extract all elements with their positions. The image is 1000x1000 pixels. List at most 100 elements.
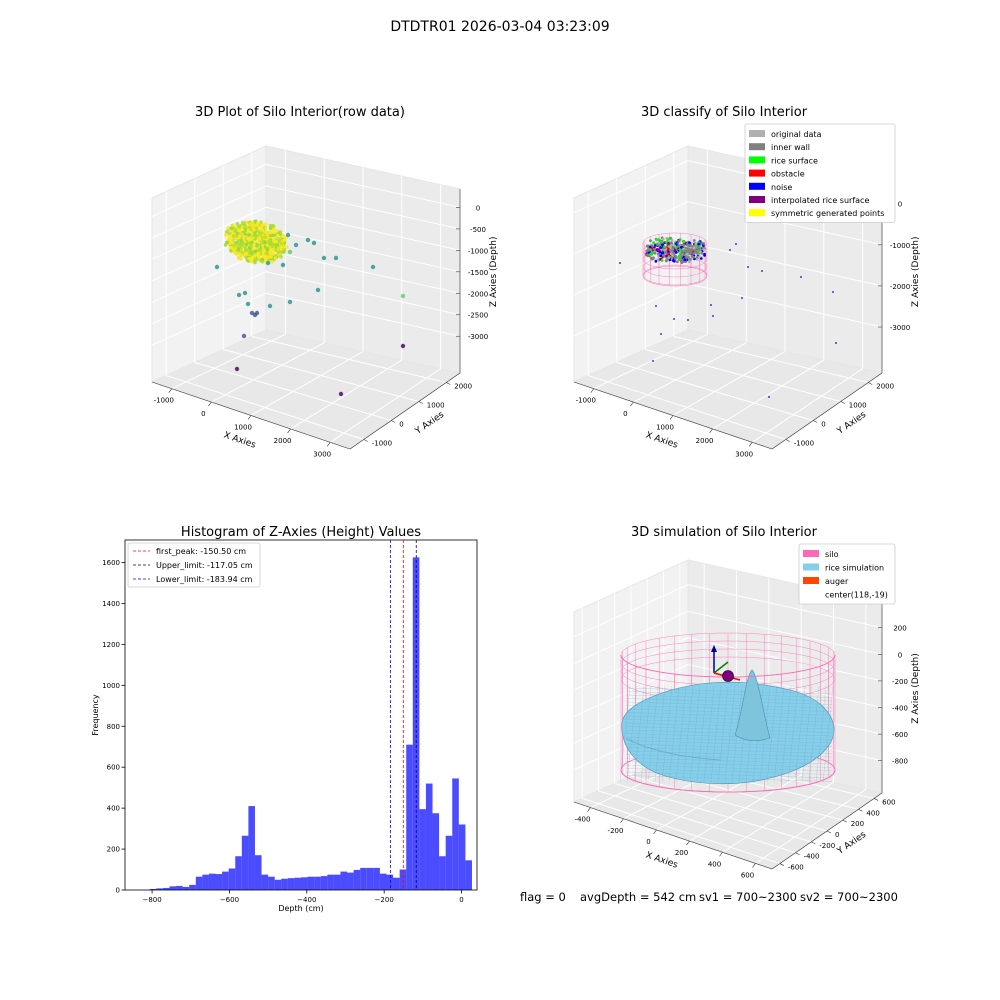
legend-label: original data (771, 130, 822, 139)
x-tick (630, 401, 634, 407)
classify-3d-panel: 3D classify of Silo Interior -1000 0 1000 20… (572, 105, 921, 458)
data-point (250, 223, 254, 228)
noise-point (660, 333, 662, 335)
surface-mesh (661, 685, 673, 783)
class-point (665, 254, 668, 258)
legend-label: obstacle (771, 170, 805, 179)
legend-label: Lower_limit: -183.94 cm (156, 575, 253, 584)
histogram-bar (465, 860, 472, 890)
grid-line (630, 775, 828, 832)
surface-mesh (773, 685, 785, 783)
y-tick-label: 2000 (876, 383, 894, 391)
x-tick-label: 600 (741, 871, 754, 879)
data-point (236, 247, 240, 251)
class-point (692, 246, 696, 250)
data-point (315, 287, 321, 293)
class-point (702, 248, 706, 252)
noise-point (673, 318, 675, 320)
class-point (663, 245, 666, 249)
class-point (659, 254, 663, 258)
legend-swatch (749, 156, 765, 164)
z-tick-label: -1000 (890, 242, 910, 250)
class-point (650, 251, 654, 254)
raw-data-3d-panel: 3D Plot of Silo Interior(row data) -1000 0… (150, 105, 499, 458)
z-tick-label: -3000 (468, 333, 488, 341)
y-tick-label: 1000 (427, 402, 445, 410)
legend-label: rice surface (771, 156, 818, 165)
grid-line (211, 342, 325, 403)
data-point (239, 253, 243, 257)
data-point (285, 245, 289, 249)
x-tick (587, 807, 591, 812)
data-point (260, 257, 265, 262)
data-point (233, 228, 238, 232)
histogram-bar (287, 878, 295, 890)
data-point (229, 246, 233, 250)
surface-mesh (703, 685, 715, 783)
histogram-bar (222, 871, 229, 890)
y-tick-label: -1000 (372, 440, 392, 448)
surface-mesh (633, 685, 645, 783)
figure-title: DTDTR01 2026-03-04 03:23:09 (390, 19, 609, 35)
data-point (370, 264, 376, 270)
data-point (276, 250, 281, 255)
data-point (269, 254, 274, 259)
data-point (234, 366, 240, 372)
legend-swatch (803, 577, 819, 584)
data-point (233, 246, 237, 251)
data-point (243, 244, 247, 249)
data-point (265, 260, 271, 266)
y-tick-label: -1000 (794, 440, 814, 448)
histogram-bar (215, 874, 223, 890)
z-tick-label: -2000 (890, 283, 910, 291)
rice-peak (734, 669, 771, 741)
legend-swatch (749, 209, 765, 217)
class-point (689, 258, 692, 261)
x-tick-label: 3000 (735, 450, 753, 458)
y-tick-label: 400 (107, 805, 120, 813)
noise-point (800, 276, 802, 278)
data-point (268, 231, 272, 235)
class-point (675, 260, 679, 264)
data-point (268, 250, 272, 254)
grid-line (645, 349, 841, 402)
surface-mesh (625, 708, 833, 716)
data-point (257, 226, 262, 230)
data-point (253, 253, 257, 258)
grid-line (573, 610, 883, 664)
histogram-bar (274, 879, 282, 890)
surface-mesh (717, 685, 729, 783)
legend-swatch (803, 563, 819, 571)
noise-point (747, 266, 749, 268)
surface-mesh (625, 768, 833, 775)
noise-point (710, 304, 712, 306)
class-point (693, 251, 697, 254)
surface-mesh (675, 685, 687, 783)
histogram-bar (202, 874, 209, 890)
surface-mesh (619, 685, 631, 783)
surface-mesh (724, 685, 736, 783)
data-point (271, 252, 276, 256)
class-point (661, 237, 665, 241)
data-point (241, 333, 247, 339)
surface-mesh (647, 685, 659, 783)
histogram-bar (379, 873, 387, 890)
legend-label: auger (825, 577, 849, 586)
histogram-panel: Histogram of Z-Axies (Height) Values −800… (91, 525, 478, 913)
surface-mesh (794, 685, 806, 783)
data-point (281, 234, 286, 238)
histogram-bar (307, 876, 315, 890)
data-point (274, 229, 279, 233)
surface-mesh (822, 685, 834, 783)
class-point (669, 252, 673, 256)
x-axis-label: X Axies (644, 431, 679, 451)
grid-line (573, 663, 883, 717)
histogram-bar (235, 856, 242, 890)
z-axis-label: Z Axies (Depth) (489, 237, 499, 308)
data-point (241, 241, 245, 245)
class-point (666, 250, 670, 253)
y-tick-label: 400 (866, 809, 879, 817)
grid-line (151, 163, 461, 217)
surface-mesh (625, 764, 833, 772)
surface-mesh (625, 733, 833, 740)
